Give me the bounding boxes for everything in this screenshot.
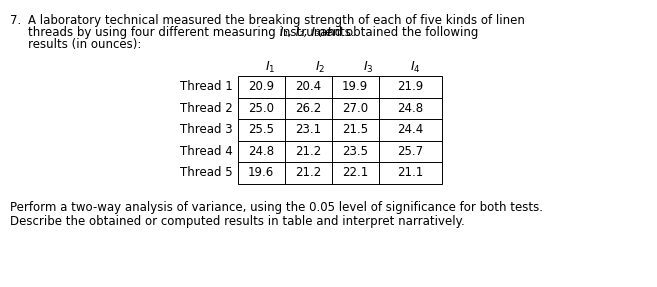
Text: 21.2: 21.2 [295,145,321,158]
Text: $I_2$: $I_2$ [315,60,325,75]
Text: Thread 3: Thread 3 [181,123,233,136]
Text: results (in ounces):: results (in ounces): [28,38,141,51]
Text: 20.4: 20.4 [295,80,321,93]
Text: Perform a two-way analysis of variance, using the 0.05 level of significance for: Perform a two-way analysis of variance, … [10,201,543,214]
Text: 25.7: 25.7 [397,145,423,158]
Text: $I_1$: $I_1$ [265,60,275,75]
Text: 20.9: 20.9 [248,80,274,93]
Text: 22.1: 22.1 [342,166,368,179]
Text: Thread 1: Thread 1 [180,80,233,93]
Text: $I_4$: $I_4$ [410,60,420,75]
Text: 21.2: 21.2 [295,166,321,179]
Text: 21.1: 21.1 [397,166,423,179]
Text: 25.0: 25.0 [248,102,274,115]
Text: 27.0: 27.0 [342,102,368,115]
Text: 21.9: 21.9 [397,80,423,93]
Text: I₁, I₂, I₃, I₄: I₁, I₂, I₃, I₄ [280,26,336,39]
Text: 23.5: 23.5 [342,145,368,158]
Text: Thread 4: Thread 4 [180,145,233,158]
Text: 24.8: 24.8 [248,145,274,158]
Text: Thread 5: Thread 5 [181,166,233,179]
Text: 26.2: 26.2 [295,102,321,115]
Text: $I_3$: $I_3$ [363,60,373,75]
Text: 7.: 7. [10,14,21,27]
Text: threads by using four different measuring instruments.: threads by using four different measurin… [28,26,358,39]
Text: 25.5: 25.5 [248,123,274,136]
Text: A laboratory technical measured the breaking strength of each of five kinds of l: A laboratory technical measured the brea… [28,14,525,27]
Text: 19.9: 19.9 [342,80,368,93]
Text: 23.1: 23.1 [295,123,321,136]
Text: 24.4: 24.4 [397,123,423,136]
Bar [238,76,442,183]
Text: and obtained the following: and obtained the following [320,26,478,39]
Text: 19.6: 19.6 [248,166,274,179]
Text: Describe the obtained or computed results in table and interpret narratively.: Describe the obtained or computed result… [10,214,464,228]
Text: 21.5: 21.5 [342,123,368,136]
Text: Thread 2: Thread 2 [180,102,233,115]
Text: 24.8: 24.8 [397,102,423,115]
